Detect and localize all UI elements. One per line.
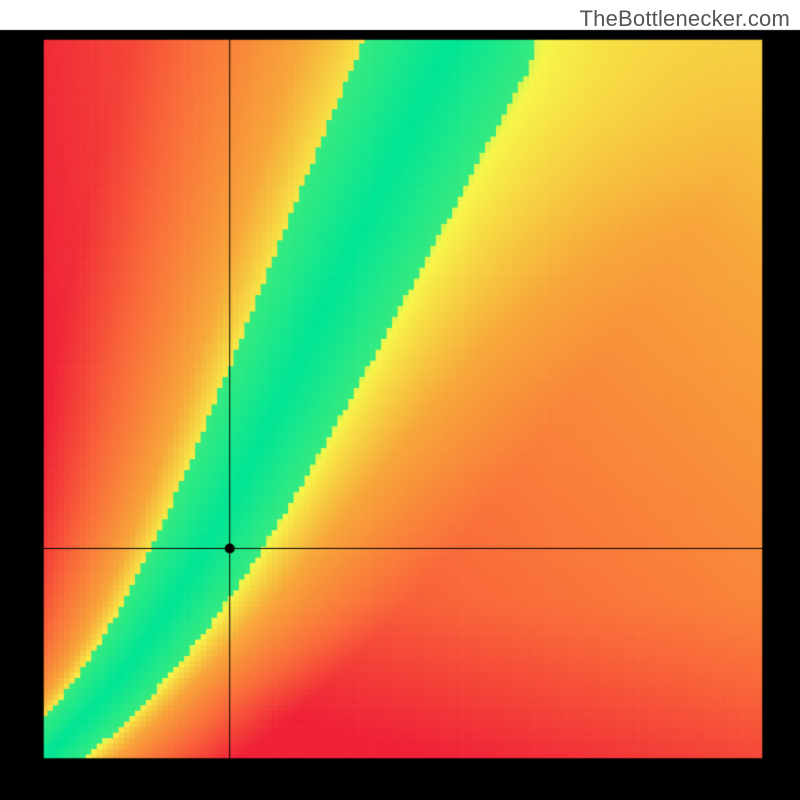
heatmap-canvas bbox=[0, 0, 800, 800]
chart-container: TheBottlenecker.com bbox=[0, 0, 800, 800]
attribution-label: TheBottlenecker.com bbox=[580, 6, 790, 32]
